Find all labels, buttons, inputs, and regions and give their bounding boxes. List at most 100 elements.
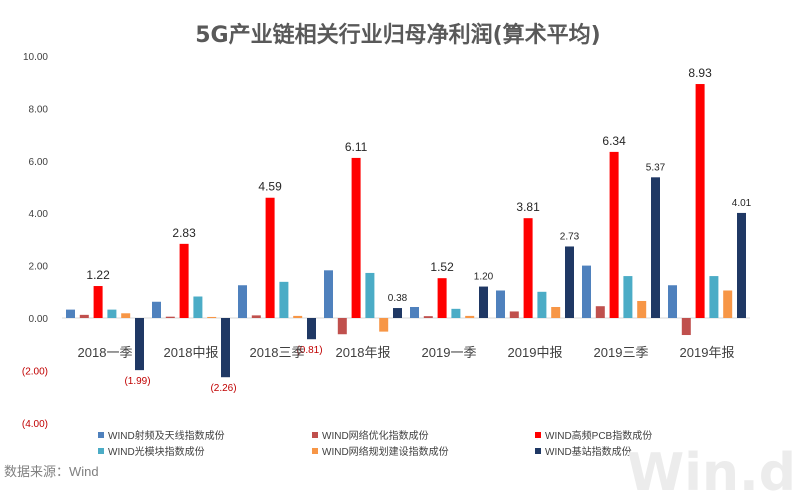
bar-4-6	[637, 300, 647, 318]
data-label-base-station: 2.73	[560, 231, 580, 242]
data-label-base-station: 4.01	[732, 198, 752, 209]
bar-5-5	[565, 246, 574, 318]
bar-5-2	[307, 318, 316, 340]
bar-0-6	[582, 265, 591, 318]
data-label-pcb: 8.93	[688, 66, 712, 80]
bar-1-1	[165, 316, 175, 318]
data-label-pcb: 6.11	[345, 140, 368, 154]
bar-0-2	[238, 285, 247, 318]
bar-3-5	[537, 291, 547, 318]
y-tick-label: 2.00	[29, 262, 49, 273]
bar-0-7	[668, 285, 677, 318]
legend-swatch	[98, 448, 104, 454]
y-tick-label: 0.00	[29, 314, 49, 325]
bar-3-7	[709, 276, 719, 318]
data-label-pcb: 1.22	[86, 268, 110, 282]
legend-label: WIND光模块指数成份	[108, 445, 205, 458]
data-label-base-station: (2.26)	[210, 383, 236, 394]
bar-3-3	[365, 272, 375, 318]
bar-2-5	[523, 218, 533, 318]
watermark-logo: Win.d	[627, 443, 796, 496]
bar-5-3	[393, 308, 402, 318]
bar-1-7	[681, 318, 691, 336]
bar-4-3	[379, 318, 389, 332]
x-tick-label: 2018年报	[336, 345, 391, 360]
data-label-base-station: 0.38	[388, 293, 408, 304]
legend-swatch	[98, 432, 104, 438]
y-tick-label: 8.00	[29, 104, 49, 115]
bar-3-1	[193, 296, 203, 318]
data-label-base-station: 1.20	[474, 272, 494, 283]
bar-1-0	[79, 314, 89, 318]
data-label-pcb: 2.83	[172, 226, 196, 240]
bar-0-1	[152, 301, 161, 318]
y-tick-label: (2.00)	[22, 366, 48, 377]
bar-5-0	[135, 318, 144, 371]
data-label-pcb: 1.52	[430, 260, 454, 274]
bar-5-4	[479, 286, 488, 318]
bar-1-4	[423, 316, 433, 318]
bar-2-0	[93, 286, 103, 318]
source-note: 数据来源：Wind	[4, 464, 99, 479]
bar-0-3	[324, 270, 333, 318]
bar-4-2	[293, 315, 303, 318]
bar-1-5	[509, 311, 519, 318]
bar-4-1	[207, 316, 217, 318]
y-tick-label: 4.00	[29, 209, 49, 220]
x-axis-categories: 2018一季 2018中报 2018三季 2018年报 2019一季 2019中报 2019…	[78, 345, 735, 360]
legend: WIND射频及天线指数成份 WIND网络优化指数成份 WIND高频PCB指数成份 WI…	[98, 429, 652, 458]
legend-swatch	[312, 448, 318, 454]
y-tick-label: 6.00	[29, 157, 49, 168]
data-label-base-station: 5.37	[646, 162, 666, 173]
bar-2-7	[695, 84, 705, 318]
bar-4-4	[465, 315, 475, 318]
bar-3-2	[279, 281, 289, 318]
data-label-pcb: 3.81	[516, 200, 540, 214]
bar-2-2	[265, 197, 275, 318]
data-label-base-station: (0.81)	[296, 345, 322, 356]
bar-0-5	[496, 290, 505, 318]
x-tick-label: 2019中报	[508, 345, 563, 360]
bar-2-6	[609, 151, 619, 318]
x-tick-label: 2019一季	[422, 345, 477, 360]
legend-swatch	[312, 432, 318, 438]
bar-0-0	[66, 309, 75, 318]
bar-4-0	[121, 313, 131, 318]
bar-3-4	[451, 308, 461, 318]
x-tick-label: 2019年报	[680, 345, 735, 360]
bars	[66, 84, 746, 378]
x-tick-label: 2018一季	[78, 345, 133, 360]
bar-2-3	[351, 157, 361, 318]
legend-label: WIND射频及天线指数成份	[108, 429, 225, 442]
x-tick-label: 2018中报	[164, 345, 219, 360]
legend-swatch	[535, 448, 541, 454]
bar-1-2	[251, 315, 261, 318]
bar-4-5	[551, 306, 561, 318]
bar-1-6	[595, 306, 605, 318]
legend-label: WIND基站指数成份	[545, 445, 632, 458]
x-tick-label: 2019三季	[594, 345, 649, 360]
bar-3-0	[107, 309, 117, 318]
bar-5-7	[737, 212, 746, 318]
chart-title: 5G产业链相关行业归母净利润(算术平均)	[195, 22, 600, 48]
bar-0-4	[410, 306, 419, 318]
data-label-pcb: 6.34	[602, 134, 626, 148]
bar-4-7	[723, 290, 733, 318]
y-axis: 10.00 8.00 6.00 4.00 2.00 0.00 (2.00) (4.00)	[22, 52, 49, 430]
legend-swatch	[535, 432, 541, 438]
x-tick-label: 2018三季	[250, 345, 305, 360]
bar-2-4	[437, 278, 447, 318]
bar-5-6	[651, 177, 660, 318]
bar-2-1	[179, 243, 189, 318]
y-tick-label: 10.00	[23, 52, 48, 63]
bar-3-6	[623, 276, 633, 318]
data-labels: 1.22 (1.99) 2.83 (2.26) 4.59 (0.81) 6.11 0.38 1.…	[86, 66, 751, 394]
bar-1-3	[337, 318, 347, 335]
legend-label: WIND高频PCB指数成份	[545, 429, 652, 442]
legend-label: WIND网络规划建设指数成份	[322, 445, 449, 458]
data-label-pcb: 4.59	[258, 180, 282, 194]
bar-5-1	[221, 318, 230, 378]
legend-label: WIND网络优化指数成份	[322, 429, 429, 442]
y-tick-label: (4.00)	[22, 419, 48, 430]
